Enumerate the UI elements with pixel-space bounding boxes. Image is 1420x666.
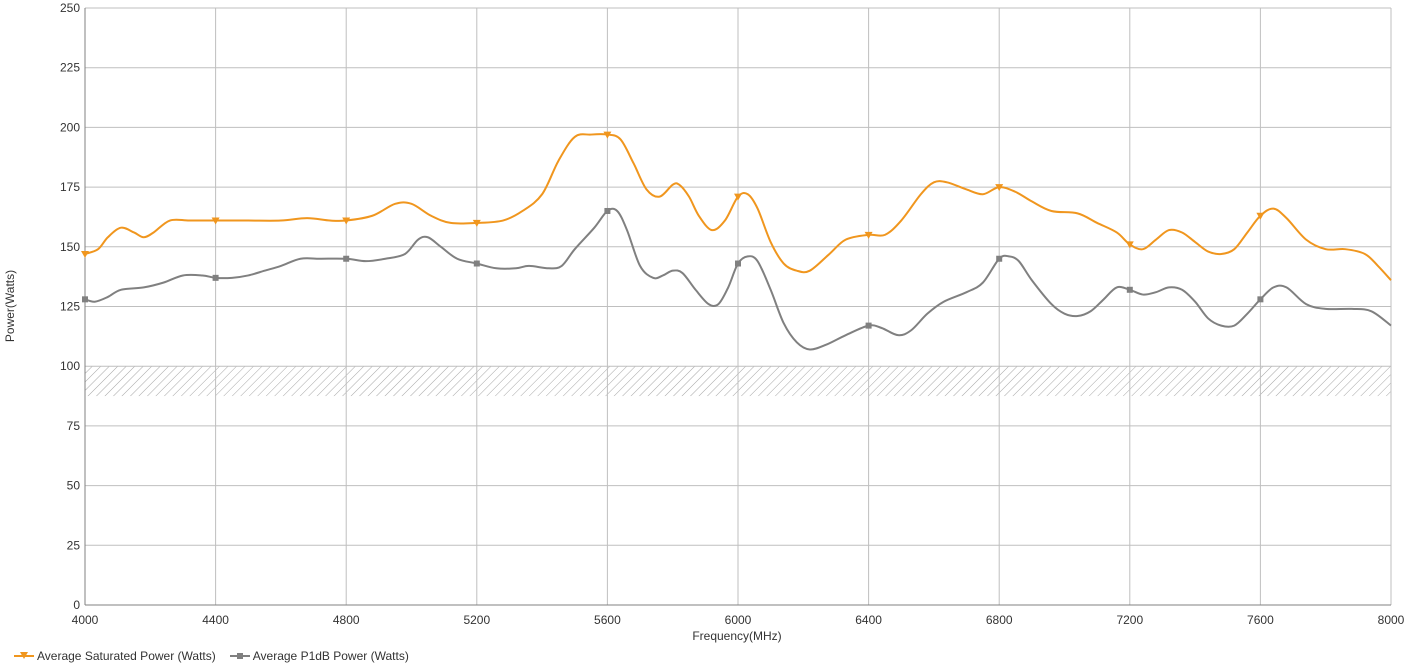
triangle-marker: [1256, 212, 1265, 220]
x-tick-label: 5200: [463, 613, 490, 627]
triangle-marker: [734, 193, 742, 201]
y-tick-label: 250: [60, 1, 80, 15]
square-marker: [1257, 296, 1264, 303]
orange-triangle-marker-icon: [14, 650, 34, 662]
x-tick-label: 8000: [1378, 613, 1405, 627]
legend-item-p1db: Average P1dB Power (Watts): [229, 649, 409, 663]
x-tick-label: 7600: [1247, 613, 1274, 627]
square-marker: [212, 274, 219, 281]
triangle-marker: [472, 219, 481, 227]
tick-label-layer: 0 25 50 75 100 125 150 175 200 225 250 4000 4400 4800…: [60, 1, 1405, 627]
series-layer: [81, 131, 1392, 351]
triangle-marker: [995, 184, 1004, 192]
legend-item-saturated: Average Saturated Power (Watts): [14, 649, 216, 663]
square-marker: [865, 322, 872, 329]
x-axis-title: Frequency(MHz): [692, 629, 781, 643]
square-marker: [604, 207, 611, 214]
y-tick-label: 175: [60, 180, 80, 194]
triangle-marker: [603, 131, 612, 139]
square-marker: [343, 255, 350, 262]
legend: Average Saturated Power (Watts) Average …: [14, 649, 423, 663]
y-tick-label: 200: [60, 120, 80, 134]
x-tick-label: 7200: [1116, 613, 1143, 627]
y-tick-label: 75: [67, 419, 81, 433]
square-marker: [473, 260, 480, 267]
y-tick-label: 25: [67, 538, 81, 552]
square-marker: [1126, 286, 1133, 293]
square-marker: [735, 260, 741, 267]
square-marker: [996, 255, 1003, 262]
triangle-marker: [342, 217, 351, 225]
triangle-marker: [81, 250, 89, 258]
x-tick-label: 4800: [333, 613, 360, 627]
x-tick-label: 6000: [725, 613, 752, 627]
x-tick-label: 4000: [72, 613, 99, 627]
y-axis-title: Power(Watts): [3, 270, 17, 342]
triangle-marker: [1125, 241, 1134, 249]
gray-square-marker-icon: [229, 650, 250, 662]
y-tick-label: 100: [60, 359, 80, 373]
series-saturated: [81, 131, 1392, 281]
y-tick-label: 150: [60, 240, 80, 254]
legend-label-p1db: Average P1dB Power (Watts): [252, 649, 409, 663]
triangle-marker: [211, 217, 220, 225]
y-tick-label: 0: [73, 598, 80, 612]
x-tick-label: 6400: [855, 613, 882, 627]
grid-layer: [84, 7, 1392, 606]
series-line: [84, 133, 1392, 281]
triangle-marker: [864, 231, 873, 239]
x-tick-label: 4400: [202, 613, 229, 627]
y-tick-label: 50: [67, 479, 81, 493]
series-p1db: [82, 207, 1392, 351]
x-tick-label: 5600: [594, 613, 621, 627]
y-tick-label: 225: [60, 61, 80, 75]
legend-label-saturated: Average Saturated Power (Watts): [37, 649, 216, 663]
series-line: [84, 207, 1392, 351]
x-tick-label: 6800: [986, 613, 1013, 627]
square-marker: [82, 296, 88, 303]
y-tick-label: 125: [60, 300, 80, 314]
